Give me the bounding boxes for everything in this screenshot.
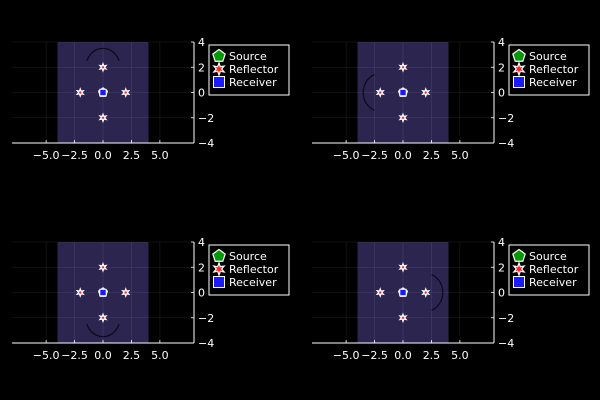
x-tick-label: −2.5 bbox=[361, 349, 388, 362]
y-tick-label: −4 bbox=[198, 337, 214, 350]
reflector-point bbox=[98, 312, 108, 324]
x-tick-label: 5.0 bbox=[151, 149, 169, 162]
reflector-point bbox=[375, 287, 385, 298]
wavefront-arc bbox=[362, 74, 375, 111]
wavefront-arc bbox=[431, 274, 444, 311]
legend-receiver-label: Receiver bbox=[529, 76, 577, 89]
y-tick-label: 2 bbox=[498, 261, 505, 274]
reflector-point bbox=[98, 61, 108, 73]
reflector-point bbox=[98, 261, 108, 273]
receiver-point bbox=[99, 88, 107, 97]
y-tick-label: 4 bbox=[498, 36, 505, 49]
reflector-point bbox=[398, 112, 408, 124]
y-tick-label: 2 bbox=[198, 261, 205, 274]
y-tick-label: 0 bbox=[198, 287, 205, 300]
legend-reflector-marker bbox=[512, 61, 526, 77]
receiver-point bbox=[99, 288, 107, 297]
x-tick-label: −5.0 bbox=[33, 349, 60, 362]
legend-reflector-label: Reflector bbox=[229, 263, 279, 276]
legend-receiver-marker bbox=[513, 76, 525, 88]
subplot-3: −5.0 −2.5 0.0 2.5 5.0−4−2024SourceReflectorR… bbox=[12, 236, 290, 362]
y-tick-label: −2 bbox=[498, 312, 514, 325]
legend-receiver-marker bbox=[213, 76, 225, 88]
reflector-point bbox=[421, 287, 431, 298]
subplot-1: −5.0 −2.5 0.0 2.5 5.0−4−2024SourceReflectorR… bbox=[12, 36, 290, 162]
y-tick-label: −4 bbox=[498, 137, 514, 150]
legend-source-label: Source bbox=[529, 50, 567, 63]
x-tick-label: −5.0 bbox=[33, 149, 60, 162]
reflector-point bbox=[98, 112, 108, 124]
subplot-4: −5.0 −2.5 0.0 2.5 5.0−4−2024SourceReflectorR… bbox=[312, 236, 590, 362]
x-tick-label: 2.5 bbox=[123, 149, 141, 162]
legend-source-label: Source bbox=[529, 250, 567, 263]
x-tick-label: 0.0 bbox=[94, 149, 112, 162]
x-tick-label: −5.0 bbox=[333, 349, 360, 362]
reflector-point bbox=[75, 87, 85, 98]
legend-reflector-marker bbox=[212, 261, 226, 277]
legend-receiver-label: Receiver bbox=[229, 276, 277, 289]
legend-receiver-marker bbox=[513, 276, 525, 288]
legend-reflector-marker bbox=[212, 61, 226, 77]
y-tick-label: 4 bbox=[498, 236, 505, 249]
x-tick-label: 2.5 bbox=[423, 149, 441, 162]
reflector-point bbox=[121, 87, 131, 98]
y-tick-label: −2 bbox=[198, 312, 214, 325]
legend-receiver-marker bbox=[213, 276, 225, 288]
legend-reflector-label: Reflector bbox=[529, 63, 579, 76]
y-tick-label: 2 bbox=[198, 61, 205, 74]
y-tick-label: −4 bbox=[198, 137, 214, 150]
subplot-2: −5.0 −2.5 0.0 2.5 5.0−4−2024SourceReflectorR… bbox=[312, 36, 590, 162]
legend-reflector-marker bbox=[512, 261, 526, 277]
wavefront-arc bbox=[86, 324, 120, 338]
reflector-point bbox=[375, 87, 385, 98]
y-tick-label: 0 bbox=[498, 287, 505, 300]
x-tick-label: 0.0 bbox=[94, 349, 112, 362]
x-tick-label: 0.0 bbox=[394, 349, 412, 362]
receiver-point bbox=[399, 88, 407, 97]
receiver-point bbox=[399, 288, 407, 297]
y-tick-label: 2 bbox=[498, 61, 505, 74]
x-tick-label: 0.0 bbox=[394, 149, 412, 162]
x-tick-label: −2.5 bbox=[61, 149, 88, 162]
y-tick-label: 4 bbox=[198, 236, 205, 249]
x-tick-label: 2.5 bbox=[423, 349, 441, 362]
legend-reflector-label: Reflector bbox=[529, 263, 579, 276]
x-tick-label: 2.5 bbox=[123, 349, 141, 362]
legend-receiver-label: Receiver bbox=[529, 276, 577, 289]
reflector-point bbox=[121, 287, 131, 298]
x-tick-label: 5.0 bbox=[451, 149, 469, 162]
x-tick-label: −2.5 bbox=[361, 149, 388, 162]
legend-source-marker bbox=[212, 248, 226, 262]
legend-receiver-label: Receiver bbox=[229, 76, 277, 89]
reflector-point bbox=[421, 87, 431, 98]
x-tick-label: −5.0 bbox=[333, 149, 360, 162]
legend-source-label: Source bbox=[229, 50, 267, 63]
reflector-point bbox=[398, 261, 408, 273]
reflector-point bbox=[398, 312, 408, 324]
y-tick-label: 4 bbox=[198, 36, 205, 49]
y-tick-label: −2 bbox=[498, 112, 514, 125]
legend-source-marker bbox=[512, 248, 526, 262]
x-tick-label: −2.5 bbox=[61, 349, 88, 362]
reflector-point bbox=[75, 287, 85, 298]
y-tick-label: −4 bbox=[498, 337, 514, 350]
legend-reflector-label: Reflector bbox=[229, 63, 279, 76]
wavefront-arc bbox=[86, 47, 120, 61]
legend-source-marker bbox=[512, 48, 526, 62]
x-tick-label: 5.0 bbox=[151, 349, 169, 362]
y-tick-label: 0 bbox=[198, 87, 205, 100]
x-tick-label: 5.0 bbox=[451, 349, 469, 362]
y-tick-label: 0 bbox=[498, 87, 505, 100]
legend-source-label: Source bbox=[229, 250, 267, 263]
y-tick-label: −2 bbox=[198, 112, 214, 125]
reflector-point bbox=[398, 61, 408, 73]
legend-source-marker bbox=[212, 48, 226, 62]
